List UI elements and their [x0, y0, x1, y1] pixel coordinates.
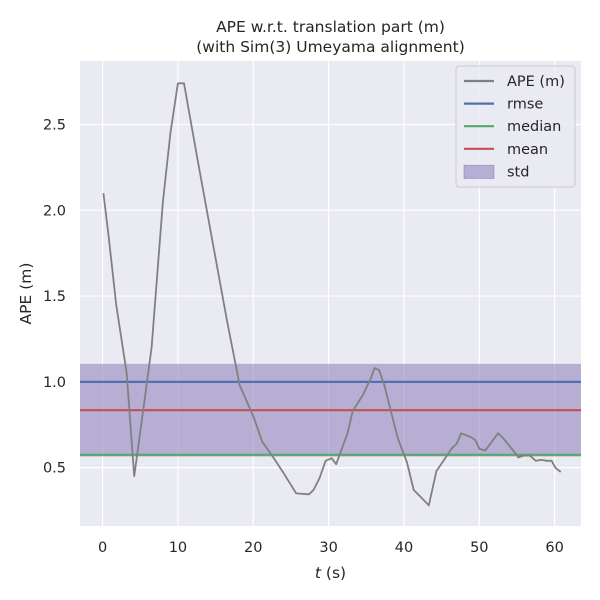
x-tick-label: 20	[244, 540, 262, 556]
x-tick-label: 0	[98, 540, 107, 556]
y-tick-label: 0.5	[43, 461, 66, 477]
series-layer	[102, 82, 562, 507]
y-tick-label: 2.5	[43, 117, 66, 133]
x-tick-label: 50	[470, 540, 488, 556]
legend: APE (m) rmse median mean std	[455, 65, 576, 188]
x-axis-ticks: 0 10 20 30 40 50 60	[98, 540, 564, 556]
x-axis-label-unit: (s)	[321, 564, 346, 582]
legend-label: mean	[507, 142, 548, 158]
y-axis-ticks: 0.5 1.0 1.5 2.0 2.5	[43, 117, 66, 476]
y-tick-label: 1.0	[43, 375, 66, 391]
x-tick-label: 30	[319, 540, 337, 556]
ape-series-line	[102, 82, 562, 507]
x-axis-label: t (s)	[315, 564, 346, 582]
legend-label: median	[507, 119, 561, 135]
y-tick-label: 2.0	[43, 203, 66, 219]
legend-label: rmse	[507, 97, 543, 113]
stat-lines	[80, 363, 581, 457]
y-tick-label: 1.5	[43, 289, 66, 305]
chart-subtitle: (with Sim(3) Umeyama alignment)	[196, 38, 465, 56]
x-axis-label-var: t	[315, 564, 322, 582]
chart-title: APE w.r.t. translation part (m)	[216, 18, 445, 36]
y-axis-label: APE (m)	[17, 263, 35, 325]
legend-label: std	[507, 164, 529, 180]
x-tick-label: 40	[395, 540, 413, 556]
x-tick-label: 10	[169, 540, 187, 556]
legend-label: APE (m)	[507, 74, 565, 90]
legend-frame	[455, 65, 576, 188]
legend-swatch	[463, 164, 495, 179]
x-tick-label: 60	[545, 540, 563, 556]
